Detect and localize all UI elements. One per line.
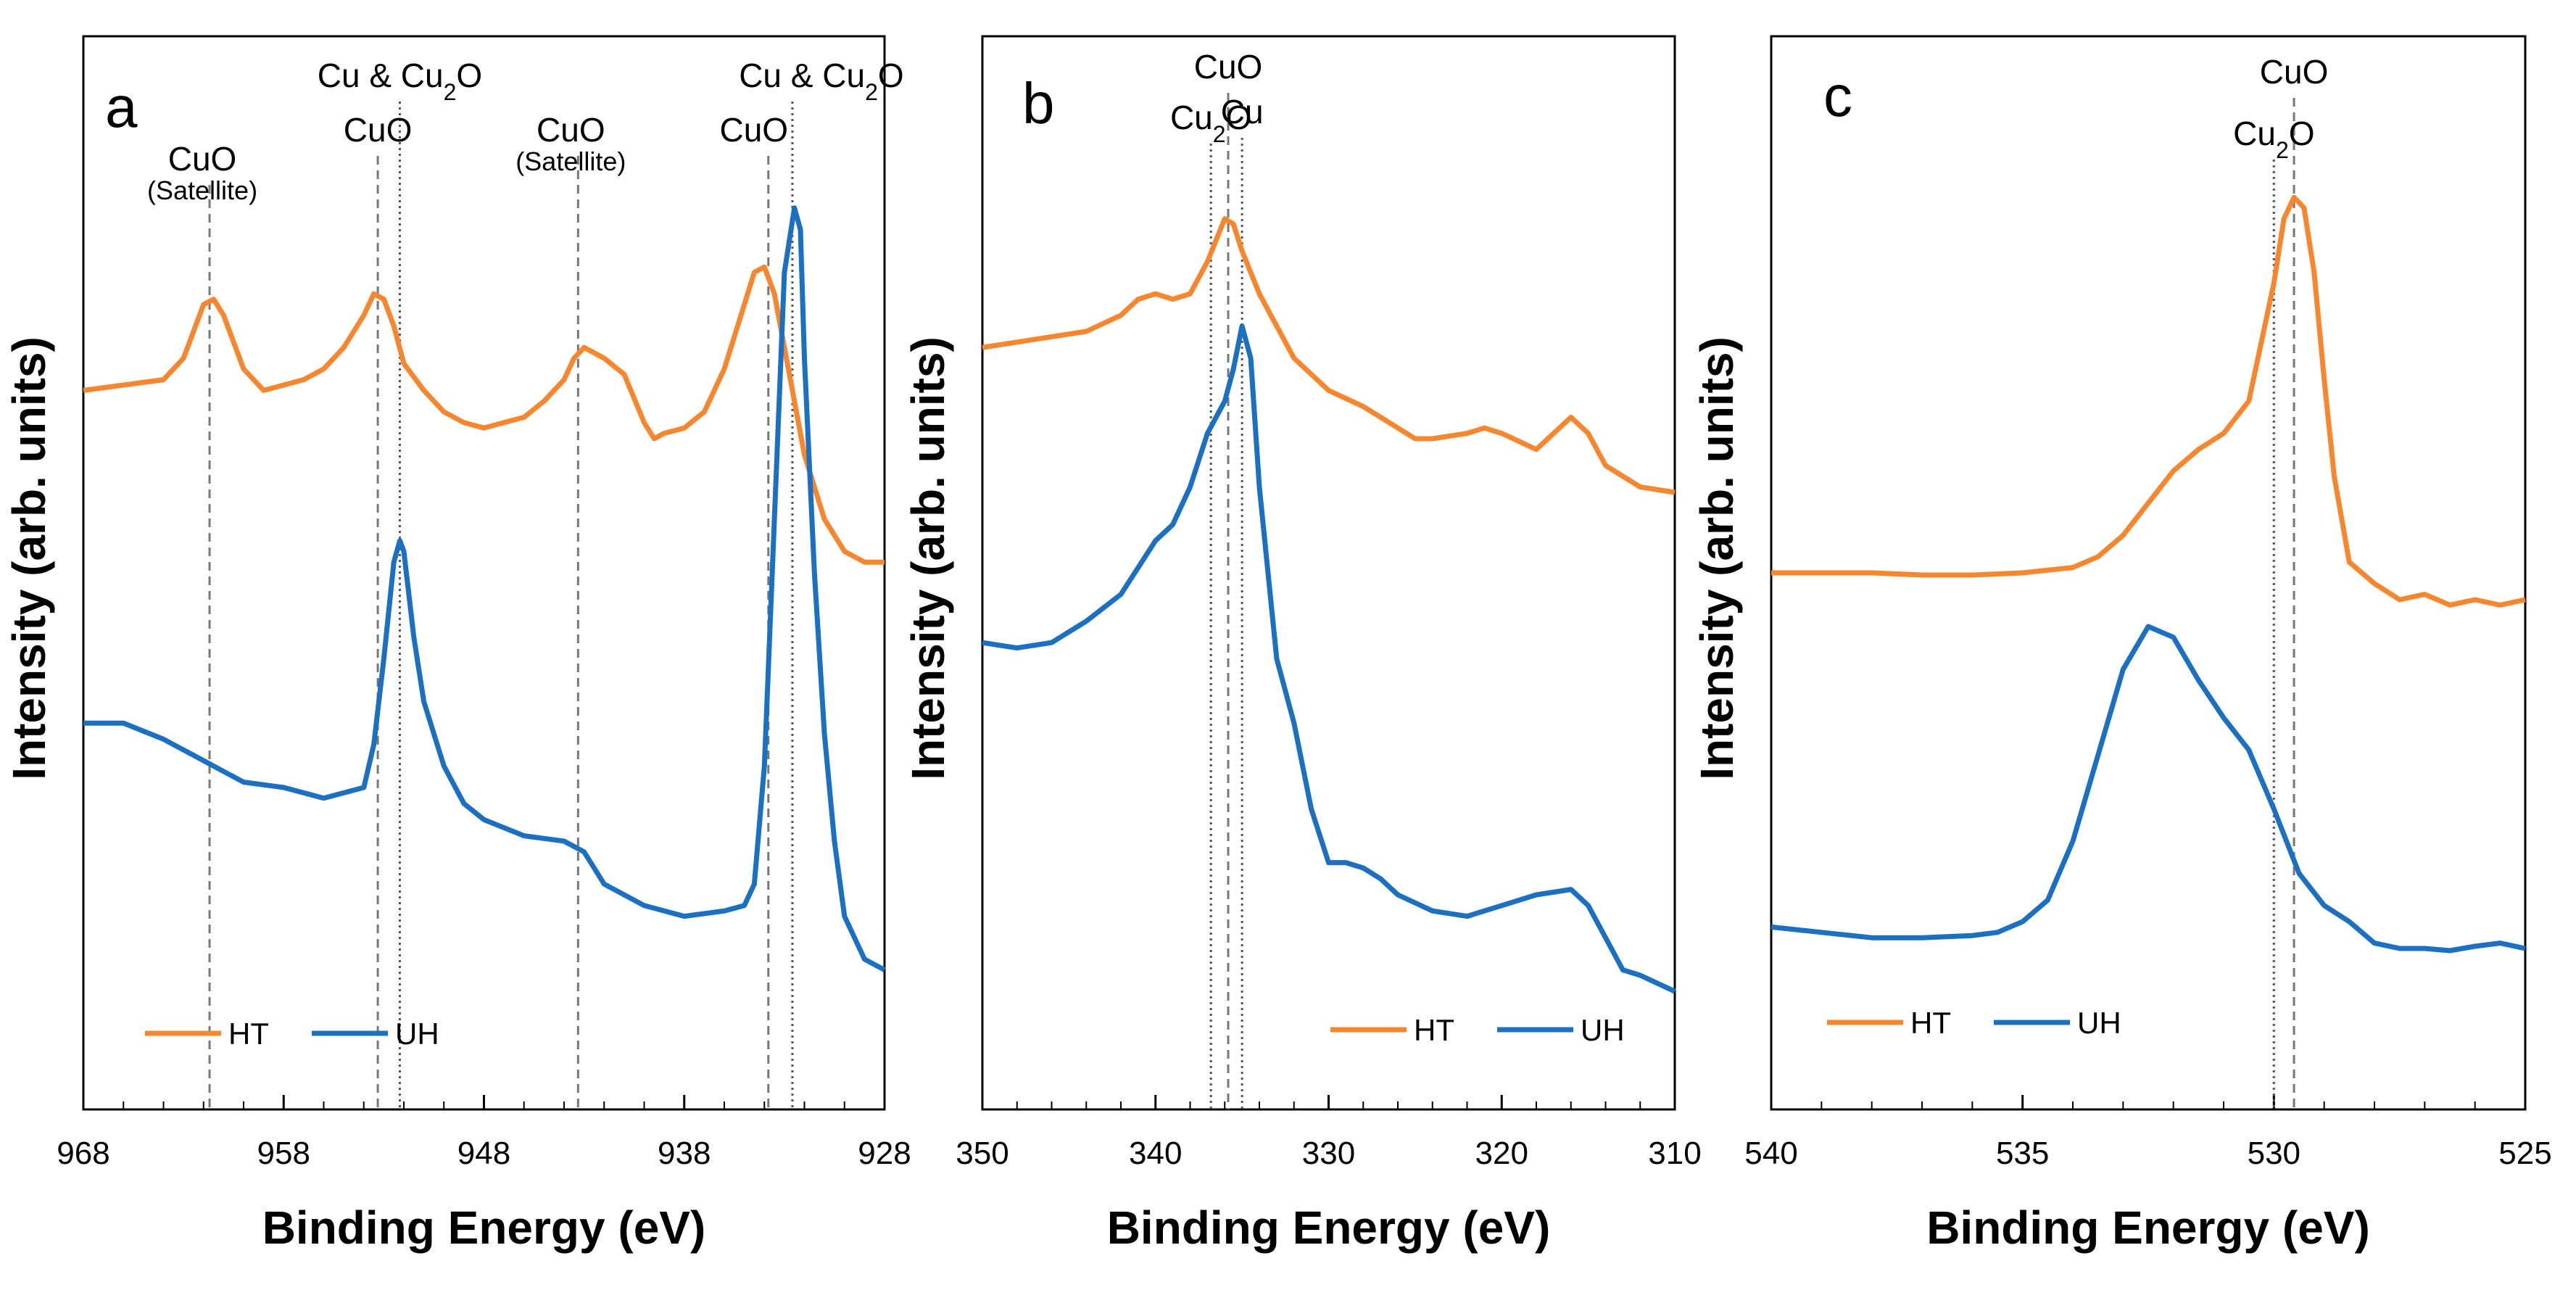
panel-letter: a <box>105 75 138 139</box>
y-axis-label: Intensity (arb. units) <box>1691 336 1743 780</box>
x-axis-label: Binding Energy (eV) <box>1107 1202 1551 1254</box>
plot-frame <box>981 35 1676 1111</box>
peak-annotation: Cu2O <box>2233 115 2314 163</box>
x-axis-label: Binding Energy (eV) <box>1926 1202 2370 1254</box>
x-tick-label: 330 <box>1302 1136 1355 1171</box>
y-axis-label: Intensity (arb. units) <box>902 336 954 780</box>
peak-annotation: Cu & Cu2O <box>739 57 903 105</box>
series-line-uh <box>1771 624 2526 954</box>
legend-label-uh: UH <box>1581 1013 1625 1047</box>
series-line-uh <box>83 205 886 972</box>
peak-annotation: Cu <box>1221 93 1264 131</box>
x-tick-label: 530 <box>2248 1136 2300 1171</box>
x-tick-label: 540 <box>1744 1136 1797 1171</box>
x-tick-label: 938 <box>658 1136 711 1171</box>
peak-annotation: CuO <box>537 111 605 149</box>
peak-annotation: CuO <box>1194 48 1263 86</box>
panel-a: 968 958 948 938 928 Binding Energy (eV) Intens… <box>3 35 911 1254</box>
series-line-uh <box>982 323 1676 994</box>
series-line-ht <box>83 264 885 565</box>
panel-letter: c <box>1823 64 1852 128</box>
peak-annotation: Cu & Cu2O <box>318 57 482 105</box>
legend-label-ht: HT <box>1414 1013 1454 1047</box>
peak-annotation-note: (Satellite) <box>147 175 257 205</box>
legend-label-ht: HT <box>1910 1006 1951 1040</box>
peak-annotation: CuO <box>344 111 413 149</box>
peak-annotation: CuO <box>719 111 788 149</box>
series-line-ht <box>1771 194 2526 608</box>
y-axis-label: Intensity (arb. units) <box>3 336 55 780</box>
legend-label-uh: UH <box>2077 1006 2121 1040</box>
x-tick-label: 535 <box>1996 1136 2049 1171</box>
x-tick-label: 350 <box>956 1136 1009 1171</box>
panel-b: 350 340 330 320 310 Binding Energy (eV) Intens… <box>902 35 1702 1254</box>
panel-letter: b <box>1022 71 1055 136</box>
x-tick-label: 928 <box>858 1136 911 1171</box>
series-line-ht <box>982 216 1676 495</box>
x-tick-label: 948 <box>457 1136 510 1171</box>
x-tick-label: 968 <box>57 1136 109 1171</box>
peak-annotation-note: (Satellite) <box>515 146 626 176</box>
legend-label-uh: UH <box>395 1017 439 1051</box>
legend-label-ht: HT <box>228 1017 269 1051</box>
x-tick-label: 958 <box>257 1136 310 1171</box>
x-tick-label: 310 <box>1648 1136 1701 1171</box>
panel-c: 540 535 530 525 Binding Energy (eV) Intensity… <box>1691 35 2552 1254</box>
peak-annotation: CuO <box>2260 53 2329 91</box>
x-tick-label: 320 <box>1475 1136 1528 1171</box>
x-axis-label: Binding Energy (eV) <box>262 1202 706 1254</box>
x-tick-label: 340 <box>1129 1136 1182 1171</box>
x-tick-label: 525 <box>2498 1136 2551 1171</box>
peak-annotation: Cu2O <box>1170 99 1251 147</box>
peak-annotation: CuO <box>168 140 237 178</box>
